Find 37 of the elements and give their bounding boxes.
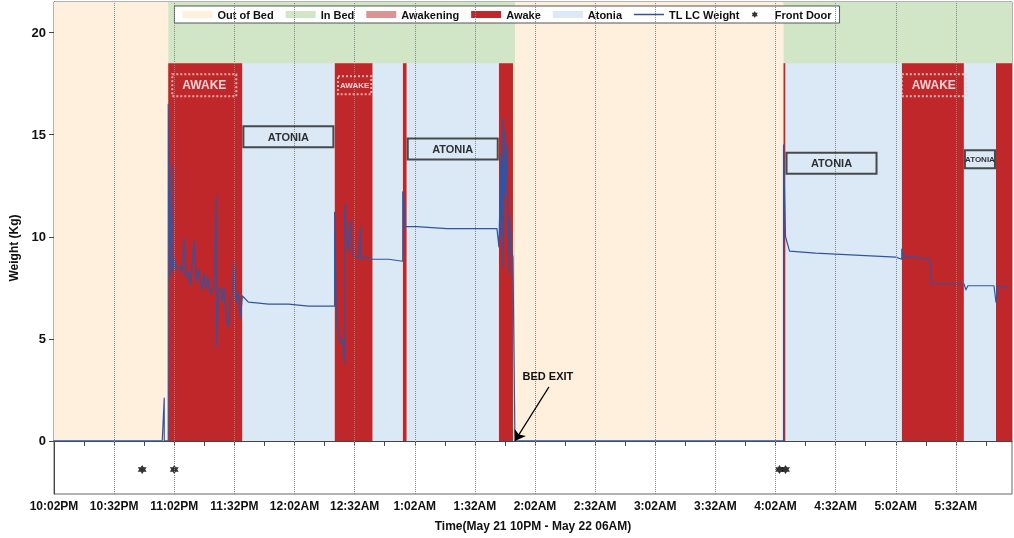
y-axis-title: Weight (Kg) bbox=[7, 214, 21, 282]
annotation: ATONIA bbox=[810, 157, 853, 170]
x-tick-label: 2:32AM bbox=[573, 499, 617, 513]
y-tick-label: 5 bbox=[38, 331, 46, 347]
annotation: BED EXIT bbox=[522, 370, 574, 383]
x-tick-label: 3:32AM bbox=[694, 499, 737, 513]
x-tick-label: 3:02AM bbox=[633, 499, 677, 513]
x-tick-label: 5:02AM bbox=[874, 499, 918, 513]
legend-label: TL LC Weight bbox=[669, 8, 740, 21]
x-tick-label: 12:02AM bbox=[269, 499, 320, 513]
x-tick-label: 10:32PM bbox=[89, 499, 139, 513]
annotation: AWAKE bbox=[911, 78, 956, 93]
x-tick-label: 2:02AM bbox=[513, 499, 557, 513]
legend-label: Awake bbox=[506, 8, 541, 21]
x-tick-label: 4:02AM bbox=[754, 499, 797, 513]
x-tick-label: 11:32PM bbox=[210, 499, 259, 513]
x-tick-label: 12:32AM bbox=[329, 499, 380, 513]
legend-label: Awakening bbox=[401, 8, 460, 21]
legend-label: Atonia bbox=[587, 8, 623, 21]
x-axis-title: Time(May 21 10PM - May 22 06AM) bbox=[434, 519, 632, 533]
annotation: AWAKE bbox=[182, 78, 227, 93]
legend-label: Front Door bbox=[774, 8, 833, 21]
x-tick-label: 1:02AM bbox=[393, 499, 437, 513]
annotation: ATONIA bbox=[267, 130, 310, 143]
x-tick-label: 4:32AM bbox=[814, 499, 857, 513]
x-tick-label: 1:32AM bbox=[453, 499, 497, 513]
legend-label: Out of Bed bbox=[217, 8, 274, 21]
y-tick-label: 10 bbox=[31, 229, 46, 245]
y-tick-label: 0 bbox=[38, 433, 46, 449]
annotation: AWAKE bbox=[339, 80, 370, 90]
x-tick-label: 11:02PM bbox=[150, 499, 199, 513]
annotation: ATONIA bbox=[432, 142, 474, 155]
x-tick-label: 10:02PM bbox=[29, 499, 79, 513]
legend-label: In Bed bbox=[320, 8, 355, 21]
x-tick-label: 5:32AM bbox=[934, 499, 978, 513]
y-tick-label: 15 bbox=[31, 127, 46, 143]
y-tick-label: 20 bbox=[31, 25, 46, 41]
